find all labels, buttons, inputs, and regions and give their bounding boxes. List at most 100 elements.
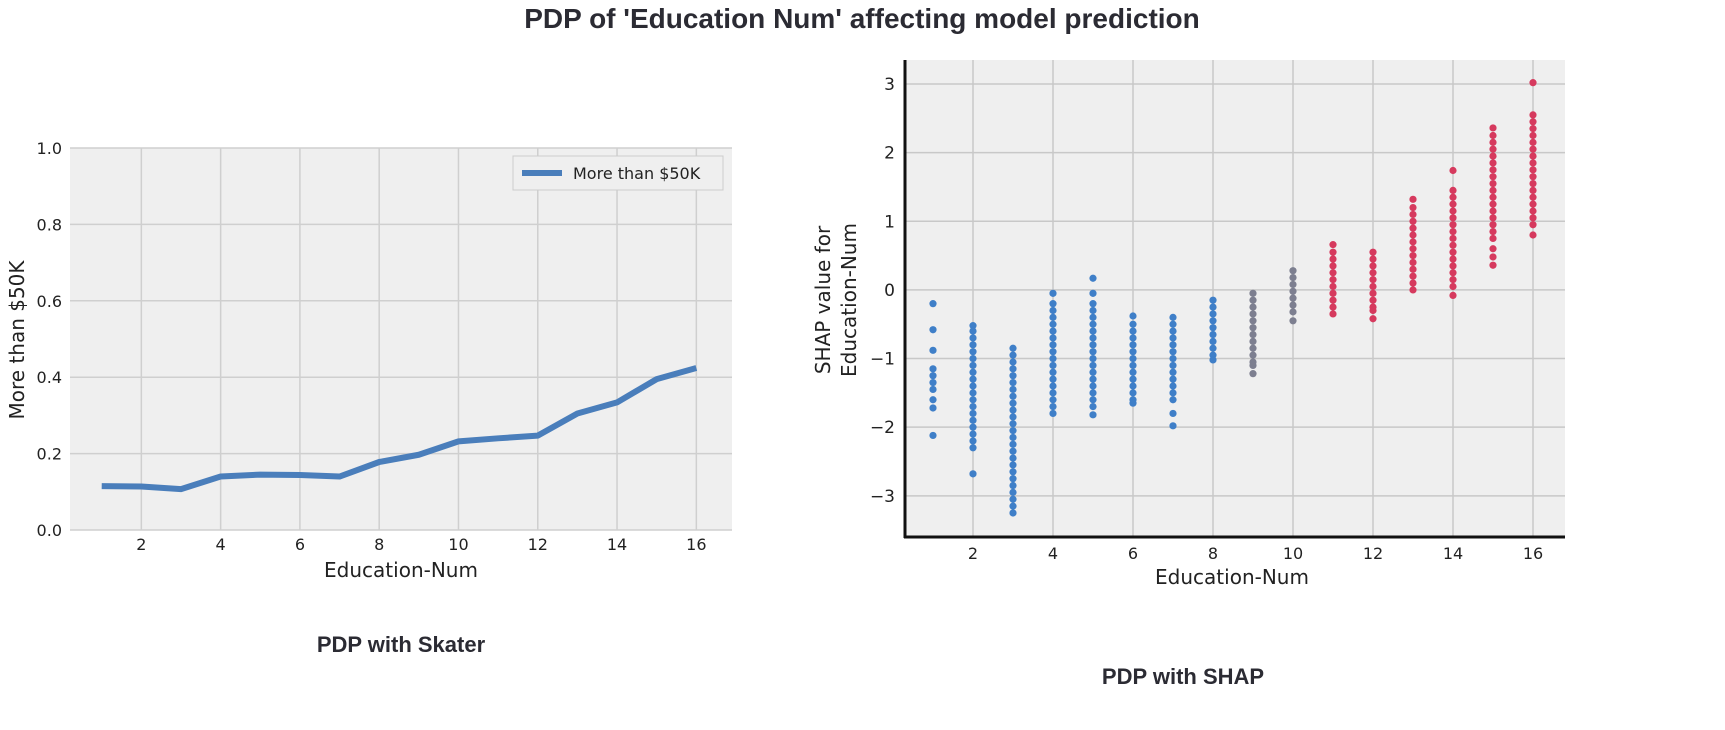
scatter-point (969, 354, 977, 363)
scatter-point (1489, 131, 1497, 140)
scatter-point (1169, 361, 1177, 370)
scatter-point (1049, 375, 1057, 383)
scatter-point (1049, 354, 1057, 363)
scatter-point (969, 327, 977, 335)
scatter-point (1169, 368, 1177, 376)
x-tick-label: 4 (1048, 544, 1058, 563)
shap-y-axis-label-line-2: Education-Num (837, 223, 861, 377)
skater-tick-labels: 2 4 6 8 10 12 14 16 0.0 0.2 0.4 0.6 0.8 1.0 (37, 139, 707, 554)
x-tick-label: 2 (968, 544, 978, 563)
scatter-point (1009, 351, 1017, 359)
scatter-point (1049, 320, 1057, 328)
series-line (101, 365, 698, 493)
scatter-point (1329, 262, 1337, 270)
scatter-point (1129, 368, 1137, 376)
x-tick-label: 14 (607, 535, 627, 554)
skater-y-axis-label: More than $50K (5, 260, 29, 420)
scatter-point (1489, 200, 1497, 208)
scatter-point (1009, 461, 1017, 469)
scatter-point (969, 437, 977, 445)
scatter-point (929, 385, 937, 394)
scatter-point (1449, 241, 1457, 249)
scatter-point (1169, 313, 1177, 321)
scatter-point (1529, 186, 1537, 195)
scatter-point (1009, 399, 1017, 407)
scatter-point (1089, 411, 1097, 419)
y-tick-label: 2 (884, 144, 895, 164)
scatter-point (1049, 396, 1057, 404)
y-tick-label: −1 (870, 350, 895, 370)
scatter-point (1289, 280, 1297, 289)
scatter-point (1009, 502, 1017, 510)
scatter-point (1489, 124, 1497, 132)
scatter-point (1529, 131, 1537, 140)
scatter-point (969, 423, 977, 431)
scatter-point (1049, 334, 1057, 342)
scatter-point (1169, 348, 1177, 356)
scatter-point (1169, 334, 1177, 342)
scatter-point (1209, 344, 1217, 352)
scatter-point (1089, 402, 1097, 411)
scatter-point (1009, 447, 1017, 455)
scatter-point (969, 382, 977, 390)
scatter-point (1449, 234, 1457, 243)
scatter-point (1529, 173, 1537, 181)
scatter-point (1249, 344, 1257, 352)
scatter-point (1409, 195, 1417, 203)
scatter-point (1489, 152, 1497, 160)
scatter-point (1249, 317, 1257, 325)
x-tick-label: 8 (374, 535, 384, 554)
x-tick-label: 6 (1128, 544, 1138, 563)
scatter-point (1089, 327, 1097, 335)
scatter-point (1529, 145, 1537, 153)
scatter-point (1489, 193, 1497, 201)
scatter-point (1169, 354, 1177, 363)
scatter-point (1249, 330, 1257, 339)
scatter-point (1209, 324, 1217, 332)
scatter-point (1249, 351, 1257, 359)
scatter-point (1009, 488, 1017, 496)
scatter-point (1249, 296, 1257, 304)
scatter-point (1009, 481, 1017, 490)
x-tick-label: 12 (528, 535, 548, 554)
scatter-point (1089, 348, 1097, 356)
scatter-point (1489, 253, 1497, 261)
scatter-point (1409, 217, 1417, 225)
scatter-point (1249, 310, 1257, 318)
scatter-point (1529, 138, 1537, 146)
x-tick-label: 16 (1523, 544, 1543, 563)
scatter-point (1529, 231, 1537, 239)
scatter-point (1209, 337, 1217, 345)
scatter-point (1369, 255, 1377, 263)
scatter-point (1049, 382, 1057, 390)
scatter-point (969, 375, 977, 383)
shap-plot-area (905, 60, 1565, 537)
scatter-point (1529, 125, 1537, 133)
scatter-point (1169, 375, 1177, 383)
scatter-point (1089, 368, 1097, 376)
y-tick-label: 0.8 (37, 215, 62, 234)
x-tick-label: 6 (295, 535, 305, 554)
scatter-point (1409, 286, 1417, 294)
scatter-point (1449, 227, 1457, 236)
scatter-point (929, 300, 937, 308)
y-tick-label: 0 (884, 281, 895, 301)
scatter-point (1089, 274, 1097, 282)
skater-plot-area (70, 148, 732, 530)
scatter-point (1529, 159, 1537, 167)
scatter-point (1009, 372, 1017, 380)
scatter-point (929, 372, 937, 380)
x-tick-label: 8 (1208, 544, 1218, 563)
scatter-point (1289, 267, 1297, 275)
scatter-point (1489, 221, 1497, 229)
shap-scatter-points (929, 79, 1537, 517)
scatter-point (1489, 145, 1497, 153)
scatter-point (1329, 296, 1337, 304)
scatter-point (929, 326, 937, 334)
scatter-point (1049, 313, 1057, 321)
skater-pdp-chart: 2 4 6 8 10 12 14 16 0.0 0.2 0.4 0.6 0.8 1.0 Education… (5, 139, 732, 657)
x-tick-label: 4 (216, 535, 226, 554)
scatter-point (929, 404, 937, 412)
scatter-point (1369, 282, 1377, 291)
